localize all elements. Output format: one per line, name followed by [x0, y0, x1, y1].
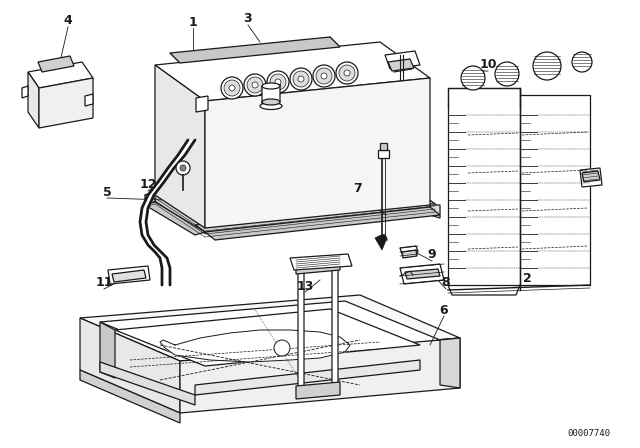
- Circle shape: [336, 62, 358, 84]
- Circle shape: [572, 52, 592, 72]
- Ellipse shape: [262, 83, 280, 89]
- Polygon shape: [582, 171, 600, 182]
- Text: 8: 8: [442, 276, 451, 289]
- Polygon shape: [100, 362, 195, 405]
- Circle shape: [321, 73, 327, 79]
- Polygon shape: [100, 322, 115, 378]
- Polygon shape: [80, 295, 460, 361]
- Text: 1: 1: [189, 16, 197, 29]
- Circle shape: [293, 71, 309, 87]
- Text: 4: 4: [63, 13, 72, 26]
- Text: 00007740: 00007740: [567, 429, 610, 438]
- Polygon shape: [290, 254, 352, 270]
- Polygon shape: [155, 65, 205, 228]
- Polygon shape: [512, 95, 590, 285]
- Polygon shape: [170, 37, 340, 63]
- Circle shape: [176, 161, 190, 175]
- Text: 11: 11: [95, 276, 113, 289]
- Polygon shape: [298, 268, 304, 392]
- Polygon shape: [39, 78, 93, 128]
- Circle shape: [275, 79, 281, 85]
- Text: 13: 13: [296, 280, 314, 293]
- Polygon shape: [388, 59, 414, 71]
- Circle shape: [180, 165, 186, 171]
- Polygon shape: [400, 264, 444, 284]
- Polygon shape: [448, 88, 520, 285]
- Circle shape: [313, 65, 335, 87]
- Circle shape: [267, 71, 289, 93]
- Polygon shape: [440, 338, 460, 388]
- Polygon shape: [108, 266, 150, 284]
- Text: 2: 2: [523, 271, 531, 284]
- Polygon shape: [85, 94, 93, 106]
- Ellipse shape: [260, 103, 282, 109]
- Polygon shape: [180, 338, 460, 413]
- Circle shape: [344, 70, 350, 76]
- Circle shape: [533, 52, 561, 80]
- Text: 7: 7: [354, 181, 362, 194]
- Polygon shape: [262, 84, 280, 104]
- Polygon shape: [332, 264, 338, 390]
- Circle shape: [339, 65, 355, 81]
- Circle shape: [270, 74, 286, 90]
- Polygon shape: [205, 78, 430, 228]
- Polygon shape: [375, 235, 387, 250]
- Text: 10: 10: [479, 59, 497, 72]
- Circle shape: [274, 340, 290, 356]
- Polygon shape: [80, 318, 180, 413]
- Polygon shape: [405, 269, 440, 279]
- Polygon shape: [380, 143, 387, 150]
- Polygon shape: [196, 96, 208, 112]
- Text: 6: 6: [440, 303, 448, 316]
- Polygon shape: [115, 309, 420, 366]
- Circle shape: [461, 66, 485, 90]
- Polygon shape: [155, 42, 430, 101]
- Text: 9: 9: [428, 249, 436, 262]
- Circle shape: [298, 76, 304, 82]
- Polygon shape: [195, 200, 440, 233]
- Polygon shape: [22, 86, 28, 98]
- Polygon shape: [112, 270, 146, 282]
- Circle shape: [221, 77, 243, 99]
- Text: 3: 3: [244, 12, 252, 25]
- Polygon shape: [580, 168, 602, 187]
- Polygon shape: [160, 330, 350, 362]
- Polygon shape: [296, 260, 340, 274]
- Polygon shape: [195, 360, 420, 395]
- Polygon shape: [145, 192, 155, 205]
- Polygon shape: [100, 301, 440, 361]
- Polygon shape: [430, 205, 440, 218]
- Circle shape: [252, 82, 258, 88]
- Ellipse shape: [262, 99, 280, 105]
- Text: 12: 12: [140, 178, 157, 191]
- Circle shape: [495, 62, 519, 86]
- Circle shape: [247, 77, 263, 93]
- Text: 5: 5: [102, 185, 111, 198]
- Circle shape: [224, 80, 240, 96]
- Polygon shape: [145, 192, 205, 228]
- Polygon shape: [28, 62, 93, 88]
- Circle shape: [244, 74, 266, 96]
- Polygon shape: [402, 250, 417, 258]
- Polygon shape: [378, 150, 389, 158]
- Circle shape: [229, 85, 235, 91]
- Circle shape: [316, 68, 332, 84]
- Polygon shape: [205, 207, 440, 240]
- Polygon shape: [296, 382, 340, 399]
- Polygon shape: [80, 370, 180, 423]
- Polygon shape: [400, 246, 418, 254]
- Polygon shape: [38, 56, 74, 72]
- Polygon shape: [385, 51, 420, 69]
- Polygon shape: [28, 72, 39, 128]
- Circle shape: [290, 68, 312, 90]
- Polygon shape: [145, 202, 205, 235]
